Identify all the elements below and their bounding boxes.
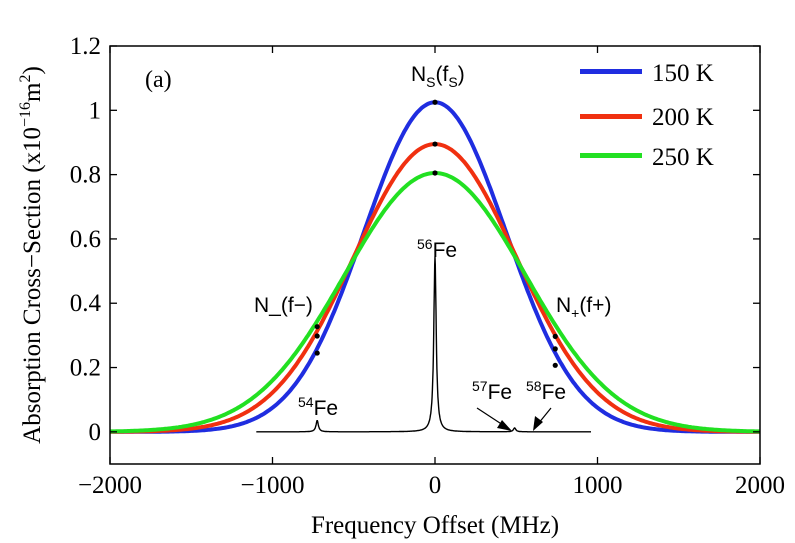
annotation-fe56: 56Fe (417, 236, 457, 262)
sample-point-5 (432, 141, 438, 147)
y-tick-label-2: 0.4 (70, 290, 102, 317)
x-tick-label-2: 0 (429, 472, 442, 499)
y-tick-label-5: 1 (89, 97, 102, 124)
y-tick-label-6: 1.2 (70, 33, 101, 60)
sample-point-3 (314, 324, 320, 330)
x-tick-label-1: −1000 (240, 472, 304, 499)
annotation-fe58: 58Fe (526, 378, 566, 404)
sample-point-4 (432, 99, 438, 105)
x-tick-label-0: −2000 (78, 472, 142, 499)
legend: 150 K 200 K 250 K (580, 60, 714, 171)
x-tick-label-4: 2000 (735, 472, 785, 499)
sample-point-1 (314, 350, 320, 356)
legend-swatch-250k (580, 153, 642, 158)
annotation-fe54: 54Fe (298, 394, 338, 420)
sample-point-6 (432, 170, 438, 176)
sample-points-layer (314, 99, 558, 368)
legend-swatch-150k (580, 69, 642, 74)
y-tick-label-0: 0 (89, 419, 102, 446)
y-tick-label-3: 0.6 (70, 226, 101, 253)
annotation-ns: NS(fS) (411, 63, 465, 90)
annotation-nplus: N+(f+) (556, 294, 611, 321)
iron-spectrum-layer (256, 256, 591, 433)
legend-label-250k: 250 K (652, 144, 714, 171)
sample-point-2 (314, 333, 320, 339)
legend-label-200k: 200 K (652, 104, 714, 131)
annotation-fe57: 57Fe (472, 378, 512, 404)
y-axis-label: Absorption Cross−Section (x10−16m2) (17, 66, 46, 444)
sample-point-9 (552, 333, 558, 339)
y-tick-label-4: 0.8 (70, 162, 101, 189)
annotation-nminus: N_(f−) (254, 294, 313, 317)
sample-point-7 (552, 362, 558, 368)
arrow-fe58 (533, 407, 552, 431)
x-tick-label-3: 1000 (573, 472, 623, 499)
sample-point-8 (552, 346, 558, 352)
y-tick-label-1: 0.2 (70, 355, 101, 382)
series-line-250k (110, 171, 760, 434)
panel-label: (a) (145, 67, 172, 93)
arrow-fe57 (476, 407, 512, 431)
legend-swatch-200k (580, 114, 642, 119)
axis-ticks-layer: −2000 −1000 0 1000 2000 0 0.2 0.4 0.6 0.8 1 1.2 (70, 33, 785, 499)
x-axis-label: Frequency Offset (MHz) (311, 512, 559, 539)
legend-label-150k: 150 K (652, 60, 714, 87)
iron-spectrum-line (256, 256, 591, 433)
